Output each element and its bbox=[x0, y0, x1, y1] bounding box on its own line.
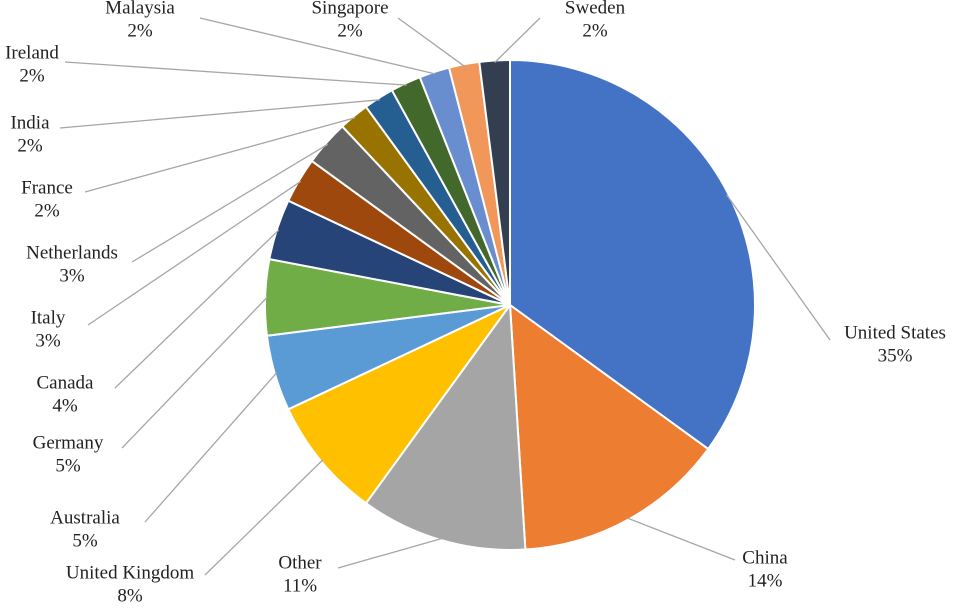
value-label: 2% bbox=[582, 20, 608, 41]
slice-label: Canada bbox=[37, 372, 95, 393]
leader-line bbox=[725, 194, 831, 341]
leader-line bbox=[397, 17, 465, 67]
slice-label: Germany bbox=[33, 432, 104, 453]
slice-label: Sweden bbox=[565, 0, 626, 18]
slice-label: United States bbox=[844, 322, 946, 343]
value-label: 4% bbox=[52, 395, 78, 416]
slice-label: Australia bbox=[50, 507, 120, 528]
value-label: 2% bbox=[34, 200, 60, 221]
slice-label: United Kingdom bbox=[66, 562, 194, 583]
leader-line bbox=[64, 61, 407, 86]
pie-slice bbox=[478, 58, 511, 306]
value-label: 2% bbox=[19, 65, 45, 86]
pie-slice bbox=[508, 302, 710, 551]
value-label: 2% bbox=[337, 20, 363, 41]
leader-line bbox=[494, 17, 541, 63]
value-label: 5% bbox=[72, 530, 98, 551]
value-label: 5% bbox=[55, 455, 81, 476]
slice-label: India bbox=[10, 112, 50, 133]
value-label: 14% bbox=[748, 570, 783, 591]
slice-label: France bbox=[21, 177, 73, 198]
slice-label: Ireland bbox=[5, 42, 59, 63]
slice-label: Malaysia bbox=[105, 0, 175, 18]
leader-line bbox=[337, 537, 443, 569]
pie-slice bbox=[509, 58, 756, 451]
leader-line bbox=[199, 17, 436, 75]
slice-label: Netherlands bbox=[26, 242, 118, 263]
leader-line bbox=[114, 229, 280, 389]
value-label: 3% bbox=[35, 330, 61, 351]
leader-line bbox=[144, 372, 278, 523]
value-label: 2% bbox=[127, 20, 153, 41]
value-label: 8% bbox=[117, 585, 143, 606]
value-label: 35% bbox=[878, 345, 913, 366]
value-label: 11% bbox=[283, 575, 317, 596]
slice-label: Italy bbox=[31, 307, 66, 328]
slice-label: China bbox=[742, 547, 788, 568]
leader-line bbox=[131, 143, 329, 263]
slice-label: Other bbox=[278, 552, 322, 573]
leader-line bbox=[84, 117, 356, 193]
leader-line bbox=[204, 459, 324, 576]
pie-slice bbox=[364, 302, 527, 551]
leader-line bbox=[121, 296, 268, 449]
slice-label: Singapore bbox=[311, 0, 388, 18]
value-label: 3% bbox=[59, 265, 85, 286]
leader-line bbox=[87, 180, 302, 326]
leader-line bbox=[59, 99, 380, 129]
value-label: 2% bbox=[17, 135, 43, 156]
leader-line bbox=[626, 517, 736, 561]
